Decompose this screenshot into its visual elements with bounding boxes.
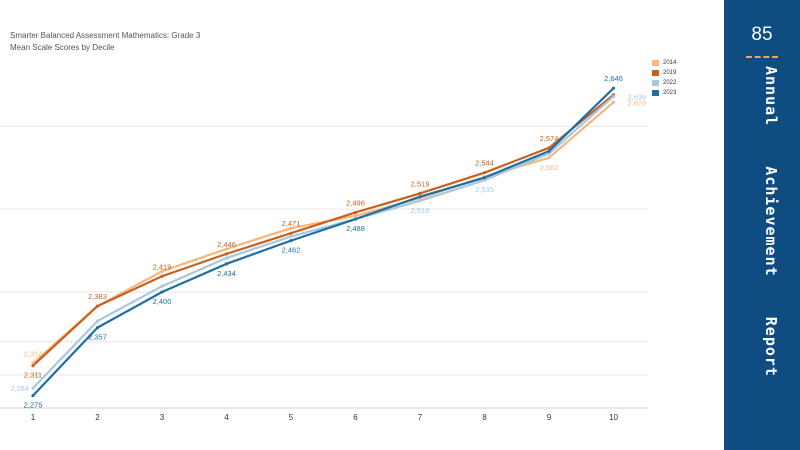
- data-point-2019: [160, 274, 164, 278]
- data-point-2019: [482, 171, 487, 175]
- data-point-2022: [482, 178, 487, 182]
- legend-item-2014: 2014: [652, 58, 676, 68]
- legend-label: 2022: [663, 80, 677, 86]
- series-line-2014: [32, 101, 615, 365]
- data-point-2023: [289, 239, 293, 243]
- data-point-2022: [224, 256, 229, 260]
- data-label: 2,535: [475, 185, 494, 194]
- legend-item-2022: 2022: [652, 78, 676, 88]
- data-label: 2,646: [604, 74, 623, 83]
- data-label: 2,636: [628, 92, 647, 101]
- data-labels: 2,314 2,311 2,284 2,275 2,383 2,357 2,419 2,400…: [10, 74, 646, 409]
- series-line-2019: [32, 93, 615, 367]
- x-axis-ticks: 1 2 3 4 5 6 7 8 9 10: [31, 413, 619, 422]
- data-point-2023: [95, 326, 100, 330]
- data-label: 2,471: [282, 219, 301, 228]
- data-point-2014: [353, 214, 358, 218]
- data-label: 2,383: [88, 292, 107, 301]
- data-label: 2,284: [10, 384, 29, 393]
- series-line-2022: [32, 95, 615, 389]
- data-label: 2,400: [153, 297, 172, 306]
- data-point-2022: [418, 199, 422, 203]
- data-point-2019: [547, 146, 551, 150]
- chart-subtitle: Mean Scale Scores by Decile: [10, 43, 115, 52]
- data-label: 2,462: [282, 246, 301, 255]
- x-tick-label: 1: [31, 413, 36, 422]
- line-chart: 2,314 2,311 2,284 2,275 2,383 2,357 2,419 2,400…: [0, 74, 648, 422]
- data-point-2019: [289, 231, 293, 235]
- data-point-2023: [547, 149, 551, 153]
- data-label: 2,544: [475, 159, 494, 168]
- data-point-2022: [160, 284, 164, 288]
- data-point-2023: [418, 195, 422, 199]
- data-label: 2,496: [346, 198, 365, 207]
- legend-label: 2023: [663, 90, 677, 96]
- data-label: 2,314: [24, 349, 43, 358]
- data-point-2019: [418, 191, 422, 195]
- data-point-2014: [31, 361, 35, 365]
- data-point-2023: [31, 393, 35, 398]
- data-label: 2,562: [540, 163, 559, 172]
- side-panel: 85 Annual Achievement Report: [724, 0, 800, 450]
- data-label: 2,419: [153, 262, 172, 271]
- data-point-2023: [160, 290, 164, 294]
- data-label: 2,311: [24, 371, 42, 380]
- data-point-2014: [224, 247, 229, 251]
- legend-label: 2019: [663, 70, 677, 76]
- x-tick-label: 10: [609, 413, 618, 422]
- series-lines: [32, 87, 615, 397]
- data-label: 2,574: [540, 134, 559, 143]
- data-label: 2,446: [217, 240, 236, 249]
- series-points: [31, 86, 616, 398]
- x-tick-label: 6: [353, 413, 358, 422]
- report-title: Annual Achievement Report: [762, 66, 780, 377]
- data-point-2022: [31, 386, 35, 390]
- series-line-2023: [32, 87, 615, 397]
- data-point-2022: [289, 234, 293, 239]
- legend-item-2019: 2019: [652, 68, 676, 78]
- x-tick-label: 2: [95, 413, 100, 422]
- data-label: 2,519: [411, 179, 430, 188]
- data-point-2023: [353, 217, 358, 221]
- chart-title: Smarter Balanced Assessment Mathematics:…: [10, 31, 201, 40]
- x-tick-label: 8: [482, 413, 487, 422]
- data-point-2019: [353, 210, 358, 215]
- data-point-2014: [289, 226, 293, 230]
- data-label: 2,629: [628, 98, 647, 107]
- data-point-2014: [547, 156, 551, 160]
- data-label: 2,488: [346, 224, 365, 233]
- x-tick-label: 3: [160, 413, 165, 422]
- divider: [746, 56, 778, 58]
- data-point-2019: [31, 364, 35, 368]
- x-tick-label: 5: [289, 413, 294, 422]
- legend: 2014 2019 2022 2023: [652, 58, 676, 98]
- legend-swatch: [652, 80, 659, 86]
- legend-label: 2014: [663, 60, 677, 66]
- data-point-2019: [224, 252, 229, 256]
- gridlines: [0, 125, 648, 409]
- data-point-2022: [611, 94, 616, 99]
- legend-swatch: [652, 60, 659, 66]
- x-tick-label: 7: [418, 413, 423, 422]
- data-point-2023: [482, 176, 487, 180]
- data-point-2023: [224, 262, 229, 266]
- data-label: 2,434: [217, 269, 236, 278]
- data-point-2014: [160, 269, 164, 273]
- x-tick-label: 4: [224, 413, 229, 422]
- legend-swatch: [652, 70, 659, 76]
- data-point-2014: [611, 100, 616, 104]
- data-point-2022: [547, 152, 551, 156]
- data-label: 2,357: [88, 333, 107, 342]
- data-point-2019: [95, 304, 100, 308]
- legend-item-2023: 2023: [652, 88, 676, 98]
- data-label: 2,510: [411, 206, 430, 215]
- page-number: 85: [751, 24, 773, 45]
- data-point-2022: [95, 319, 100, 323]
- data-point-2023: [611, 86, 616, 90]
- x-tick-label: 9: [547, 413, 552, 422]
- legend-swatch: [652, 90, 659, 96]
- data-label: 2,275: [24, 401, 43, 410]
